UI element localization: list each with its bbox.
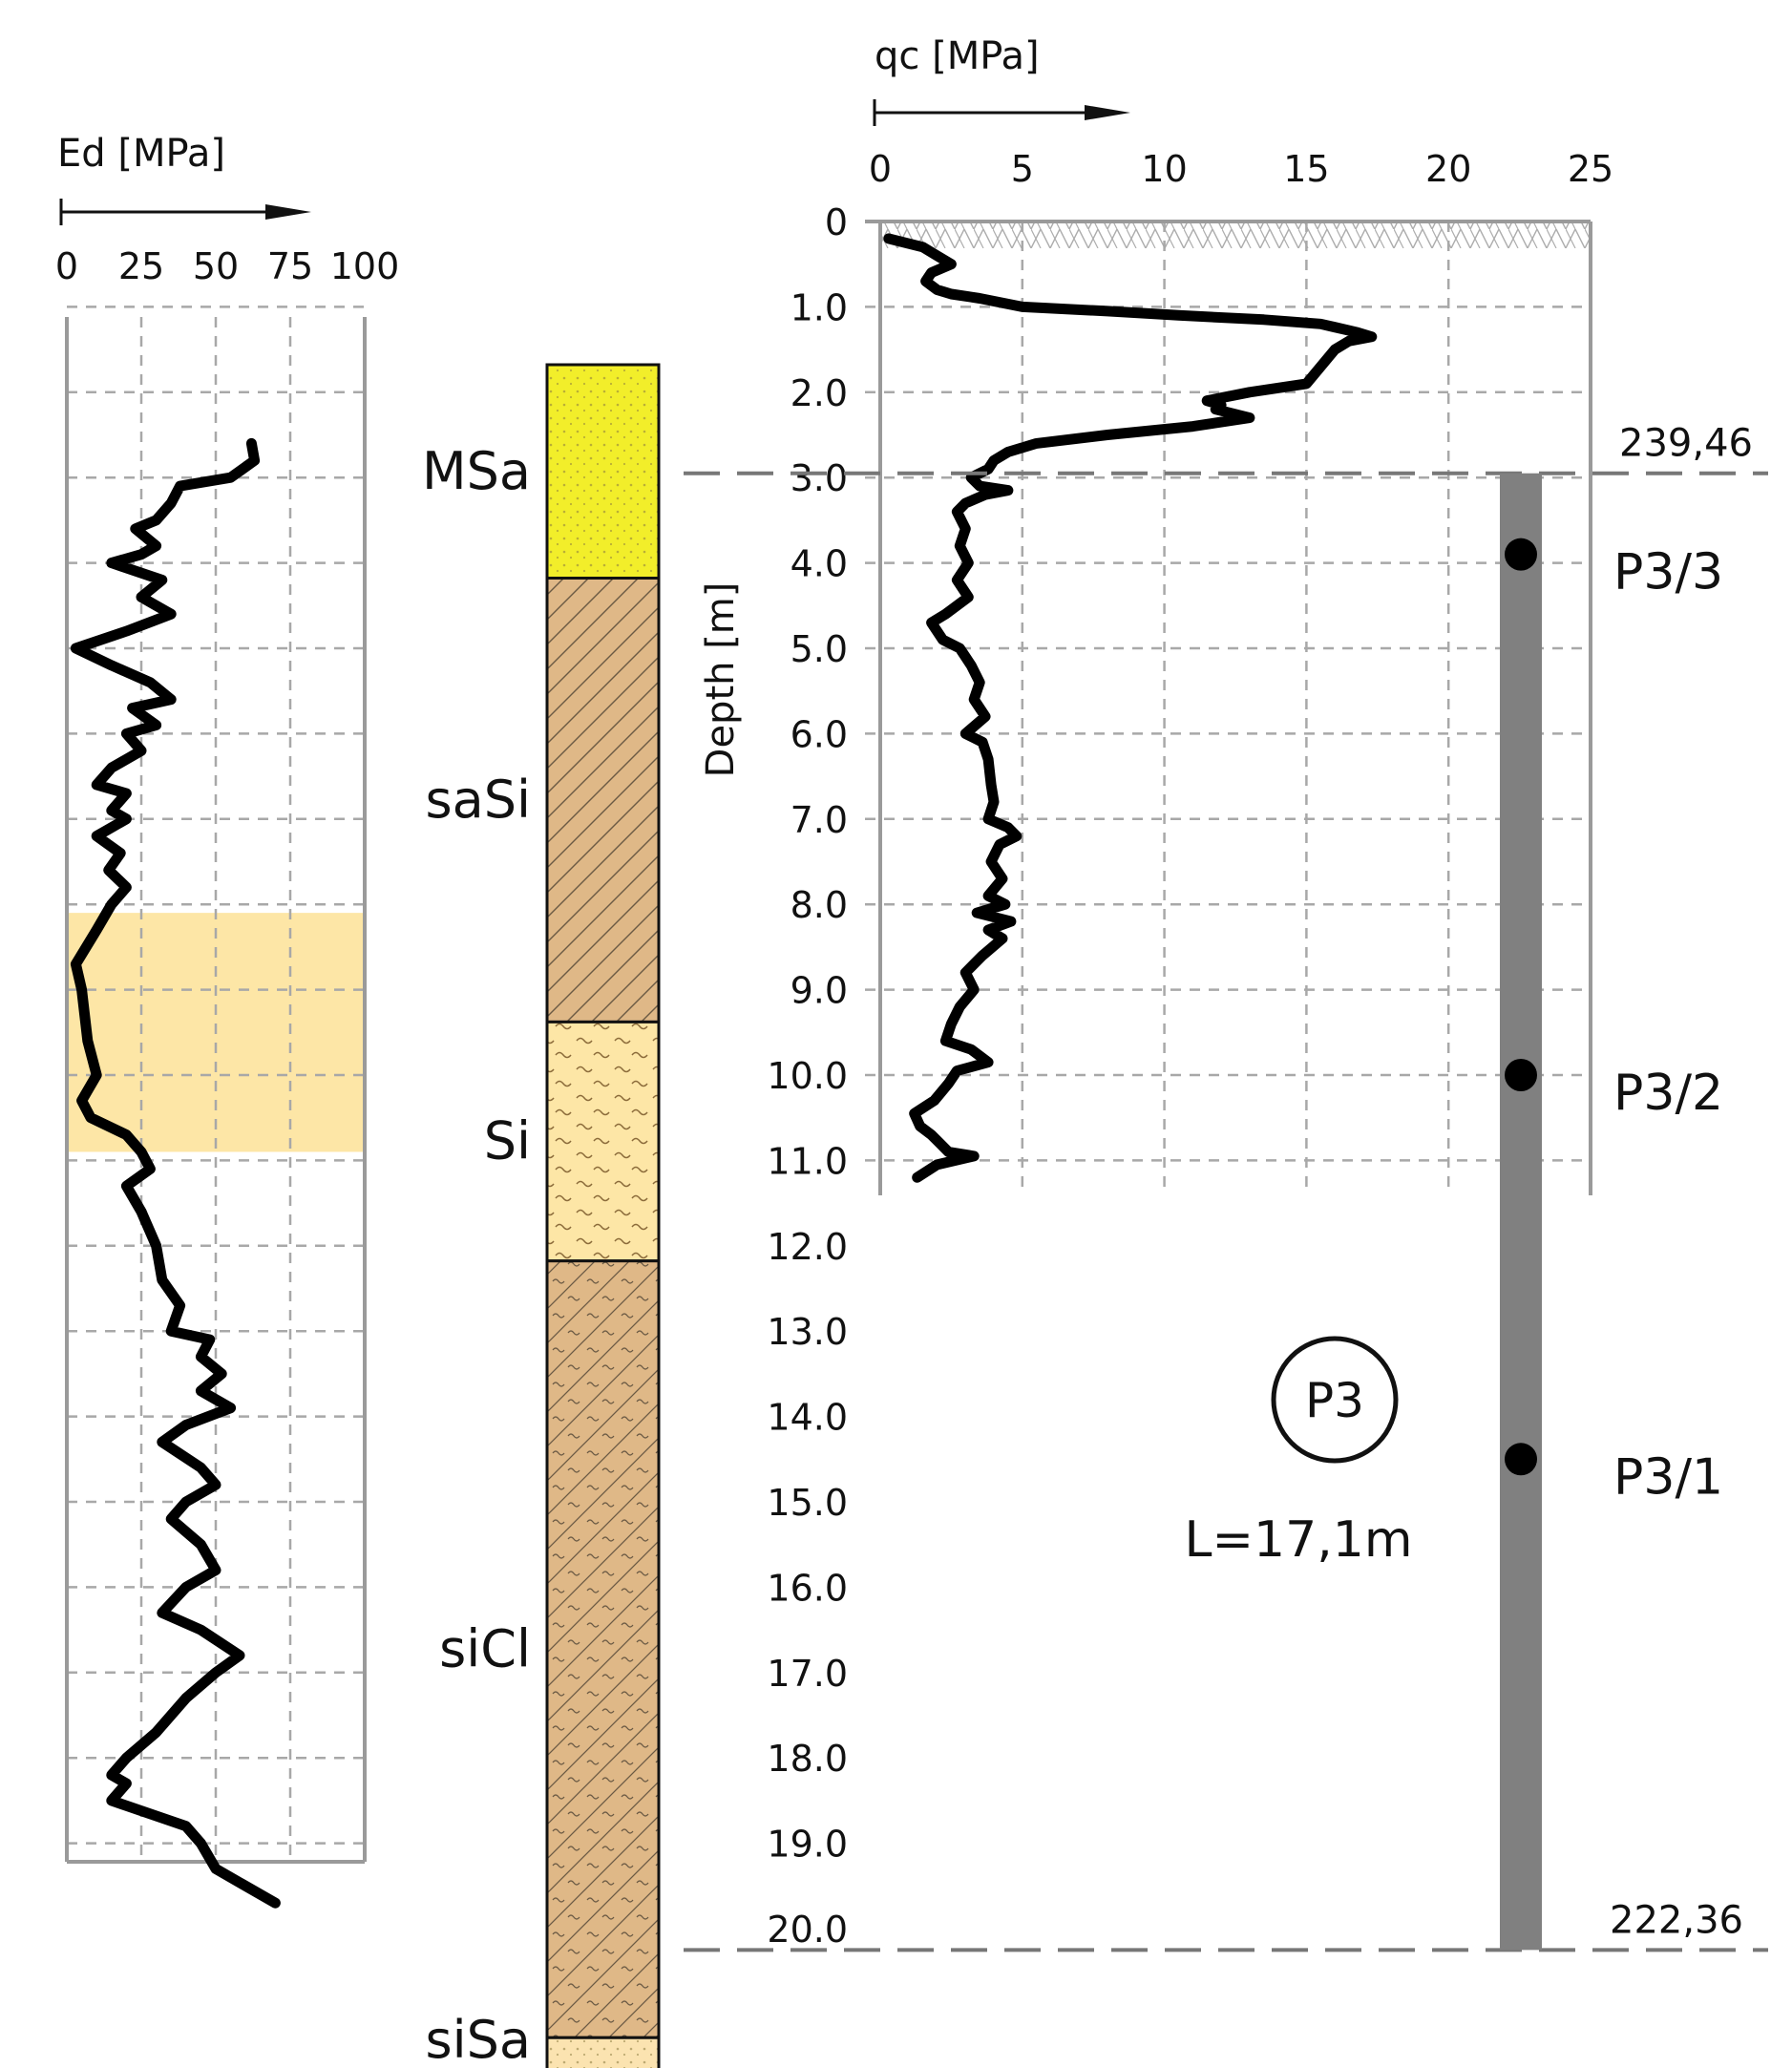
soil-label-siCl: siCl <box>439 1618 531 1678</box>
sample-dot-2 <box>1505 1443 1537 1476</box>
qc-y-tick-label: 8.0 <box>791 884 848 926</box>
soil-label-MSa: MSa <box>422 441 531 501</box>
sample-dot-1 <box>1505 1059 1537 1091</box>
qc-axis-arrow <box>873 99 1130 126</box>
pile-marker-text: P3 <box>1305 1373 1364 1428</box>
pile-length-label: L=17,1m <box>1185 1511 1413 1569</box>
qc-y-tick-label: 5.0 <box>791 628 848 670</box>
qc-y-tick-label: 14.0 <box>767 1397 848 1439</box>
sample-dot-0 <box>1505 538 1537 571</box>
sample-label-1: P3/2 <box>1613 1065 1723 1122</box>
qc-y-tick-label: 13.0 <box>767 1311 848 1353</box>
sample-points: P3/3 P3/2 P3/1 <box>1505 538 1723 1506</box>
qc-y-tick-label: 6.0 <box>791 713 848 755</box>
soil-label-saSi: saSi <box>425 770 531 830</box>
qc-y-tick-label: 10.0 <box>767 1055 848 1097</box>
sample-label-0: P3/3 <box>1613 544 1723 601</box>
qc-x-tick-label: 25 <box>1568 148 1613 190</box>
qc-y-tick-label: 17.0 <box>767 1653 848 1695</box>
qc-panel: 0 5 10 15 20 25 0 1.0 2.0 3.0 4.0 5.0 6.0 7.0 8.0 9.0 1… <box>699 34 1613 1951</box>
ed-axis-title: Ed [MPa] <box>57 132 225 176</box>
bottom-elevation-label: 222,36 <box>1610 1898 1743 1942</box>
qc-x-tick-label: 0 <box>869 148 892 190</box>
qc-y-tick-label: 2.0 <box>791 372 848 414</box>
ed-series-line <box>70 437 281 1909</box>
soil-layer-pattern-5 <box>545 2036 661 2068</box>
qc-y-tick-label: 20.0 <box>767 1909 848 1951</box>
qc-x-tick-label: 20 <box>1425 148 1471 190</box>
top-elevation-label: 239,46 <box>1619 422 1753 466</box>
pile-shaft <box>1500 473 1542 1951</box>
qc-y-tick-label: 18.0 <box>767 1738 848 1780</box>
soil-layer-pattern-1 <box>545 363 661 580</box>
ed-x-ticks: 0 25 50 75 100 <box>55 245 399 287</box>
qc-y-tick-label: 16.0 <box>767 1567 848 1609</box>
soil-layer-pattern-4 <box>545 1259 661 2039</box>
ed-x-tick-label: 75 <box>267 245 313 287</box>
ed-panel: 0 25 50 75 100 Ed [MPa] <box>55 132 399 1909</box>
qc-series-line <box>883 233 1378 1183</box>
qc-x-tick-label: 15 <box>1283 148 1329 190</box>
soil-label-siSa: siSa <box>425 2010 531 2068</box>
qc-y-tick-label: 7.0 <box>791 799 848 841</box>
soil-label-Si: Si <box>484 1111 531 1171</box>
ed-x-tick-label: 25 <box>118 245 164 287</box>
depth-axis-title: Depth [m] <box>699 582 743 778</box>
qc-y-tick-label: 11.0 <box>767 1140 848 1182</box>
qc-axis-title: qc [MPa] <box>875 34 1040 78</box>
qc-y-tick-label: 19.0 <box>767 1824 848 1866</box>
sample-label-2: P3/1 <box>1613 1448 1723 1506</box>
pile-group: 239,46 222,36 P3/3 P3/2 P3/1 P3 L=17,1m <box>684 422 1768 1952</box>
qc-y-tick-label: 9.0 <box>791 970 848 1012</box>
qc-x-ticks: 0 5 10 15 20 25 <box>869 148 1613 190</box>
ground-hatch <box>880 222 1591 248</box>
qc-frame <box>865 220 1592 1195</box>
soil-labels: MSa saSi Si siCl siSa <box>422 441 531 2068</box>
ed-x-tick-label: 50 <box>193 245 239 287</box>
qc-y-tick-label: 0 <box>825 201 848 243</box>
qc-y-ticks: 0 1.0 2.0 3.0 4.0 5.0 6.0 7.0 8.0 9.0 10.0 11.0 12.0… <box>767 201 848 1951</box>
soil-layer-pattern-2 <box>545 577 661 1023</box>
qc-x-tick-label: 10 <box>1141 148 1187 190</box>
soil-column: MSa saSi Si siCl siSa <box>422 363 661 2068</box>
qc-y-tick-label: 1.0 <box>791 286 848 328</box>
qc-y-tick-label: 4.0 <box>791 543 848 585</box>
qc-y-tick-label: 3.0 <box>791 457 848 499</box>
pile-marker: P3 <box>1271 1336 1399 1464</box>
ed-x-tick-label: 0 <box>55 245 78 287</box>
qc-x-tick-label: 5 <box>1011 148 1034 190</box>
qc-y-tick-label: 15.0 <box>767 1482 848 1524</box>
ed-axis-arrow <box>59 199 311 225</box>
ed-x-tick-label: 100 <box>330 245 400 287</box>
soil-layer-pattern-3 <box>545 1020 661 1263</box>
soil-layers <box>545 363 661 2068</box>
qc-y-tick-label: 12.0 <box>767 1226 848 1268</box>
